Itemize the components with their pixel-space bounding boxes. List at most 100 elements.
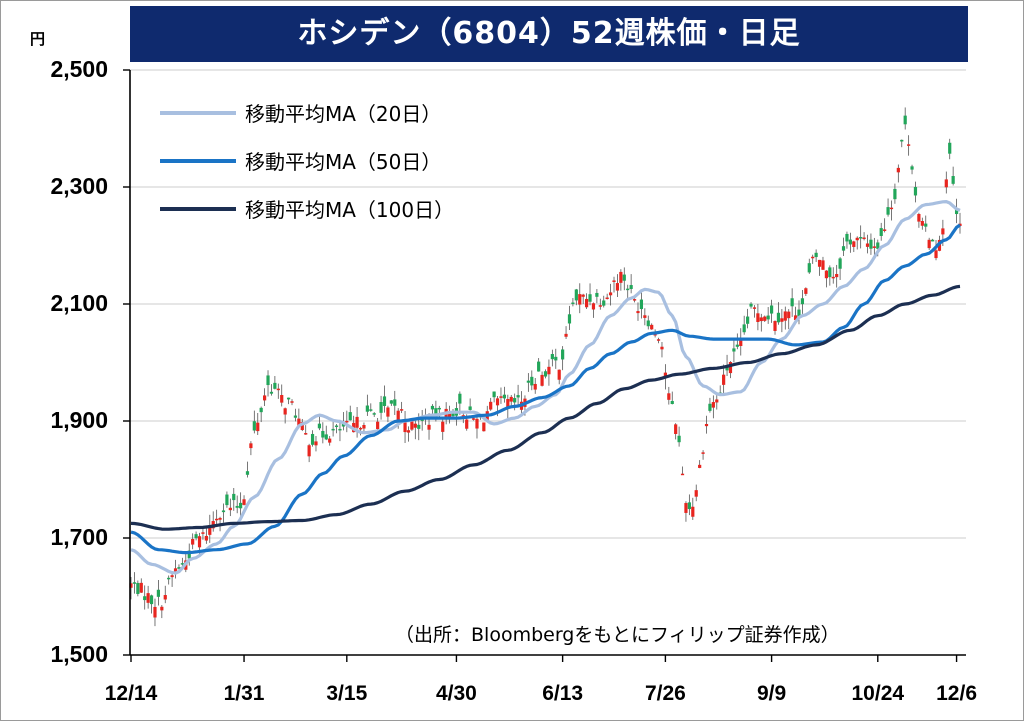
candlestick bbox=[454, 402, 459, 426]
candlestick bbox=[619, 269, 623, 291]
candle-body bbox=[269, 391, 274, 394]
candlestick bbox=[780, 309, 784, 333]
candle-body bbox=[783, 311, 787, 321]
candle-body bbox=[941, 228, 945, 235]
candlestick bbox=[273, 376, 277, 390]
candle-body bbox=[317, 423, 322, 429]
y-tick-label: 1,700 bbox=[50, 524, 108, 550]
candlestick bbox=[646, 315, 650, 330]
candle-body bbox=[334, 425, 339, 428]
candlestick bbox=[581, 293, 585, 304]
candlestick bbox=[269, 384, 274, 396]
candlestick bbox=[173, 559, 178, 579]
candle-body bbox=[348, 412, 352, 421]
candlestick bbox=[752, 305, 757, 318]
legend-label-ma100: 移動平均MA（100日） bbox=[245, 198, 455, 222]
candle-body bbox=[735, 344, 739, 347]
candle-body bbox=[358, 427, 363, 430]
candlestick bbox=[632, 298, 637, 303]
candle-body bbox=[451, 412, 455, 417]
candle-body bbox=[191, 539, 195, 545]
candlestick bbox=[804, 287, 808, 297]
candle-body bbox=[197, 536, 202, 548]
candlestick bbox=[259, 406, 263, 423]
candle-body bbox=[204, 535, 208, 541]
candlestick bbox=[191, 533, 195, 550]
candle-body bbox=[458, 393, 462, 404]
candle-body bbox=[290, 401, 294, 403]
candlestick bbox=[235, 495, 239, 514]
candlestick bbox=[612, 276, 616, 293]
candle-body bbox=[324, 434, 328, 440]
candlestick bbox=[622, 267, 626, 291]
candle-body bbox=[567, 314, 572, 324]
candlestick bbox=[787, 309, 791, 330]
candlestick bbox=[571, 298, 575, 307]
candle-body bbox=[187, 550, 191, 559]
candle-body bbox=[355, 416, 359, 428]
candlestick bbox=[369, 403, 373, 412]
candlestick bbox=[674, 423, 678, 440]
candle-body bbox=[365, 405, 369, 412]
candle-body bbox=[194, 534, 198, 539]
candlestick bbox=[687, 494, 691, 516]
ma50-line bbox=[130, 223, 961, 555]
candle-body bbox=[564, 333, 568, 337]
candle-body bbox=[749, 303, 753, 307]
candle-body bbox=[704, 423, 709, 427]
candlestick bbox=[146, 585, 150, 609]
candle-body bbox=[557, 369, 561, 380]
candlestick bbox=[711, 395, 715, 419]
candlestick bbox=[211, 511, 215, 532]
candle-body bbox=[595, 292, 599, 297]
candlestick bbox=[249, 441, 253, 456]
candle-body bbox=[286, 397, 291, 400]
candlestick bbox=[338, 419, 342, 442]
candle-body bbox=[674, 424, 678, 434]
candlestick bbox=[845, 231, 849, 249]
candlestick bbox=[595, 289, 599, 304]
candle-body bbox=[889, 207, 894, 210]
candle-body bbox=[910, 166, 914, 170]
candle-body bbox=[310, 433, 315, 445]
candlestick bbox=[817, 259, 822, 276]
candle-body bbox=[876, 242, 880, 249]
candle-body bbox=[201, 532, 205, 534]
candle-body bbox=[769, 305, 774, 314]
candlestick bbox=[379, 395, 383, 420]
candle-body bbox=[756, 313, 760, 323]
candlestick bbox=[907, 135, 911, 156]
candle-body bbox=[701, 452, 705, 454]
candlestick bbox=[578, 283, 582, 314]
candle-body bbox=[441, 421, 445, 432]
candlestick bbox=[365, 394, 369, 416]
candle-body bbox=[160, 606, 164, 611]
candlestick bbox=[526, 373, 530, 392]
candlestick bbox=[447, 405, 452, 424]
candle-body bbox=[273, 382, 277, 389]
candle-body bbox=[513, 398, 517, 403]
axes bbox=[123, 69, 966, 662]
candle-body bbox=[677, 435, 681, 443]
candlestick bbox=[951, 166, 955, 186]
candle-body bbox=[533, 383, 537, 390]
candle-body bbox=[698, 464, 702, 468]
candle-body bbox=[615, 283, 620, 291]
candle-body bbox=[561, 349, 565, 360]
x-tick-label: 12/14 bbox=[104, 682, 158, 705]
candle-body bbox=[530, 376, 534, 386]
candlestick bbox=[328, 436, 332, 446]
candle-body bbox=[602, 300, 606, 306]
x-tick-label: 1/31 bbox=[223, 682, 265, 705]
candlestick bbox=[708, 397, 712, 413]
candlestick bbox=[629, 274, 633, 294]
candle-body bbox=[427, 424, 431, 430]
candlestick bbox=[567, 305, 572, 330]
candlestick bbox=[694, 484, 698, 502]
candle-body bbox=[883, 229, 887, 231]
candlestick bbox=[136, 580, 140, 597]
candle-body bbox=[728, 362, 733, 374]
candlestick bbox=[153, 598, 157, 627]
candlestick bbox=[280, 384, 284, 407]
